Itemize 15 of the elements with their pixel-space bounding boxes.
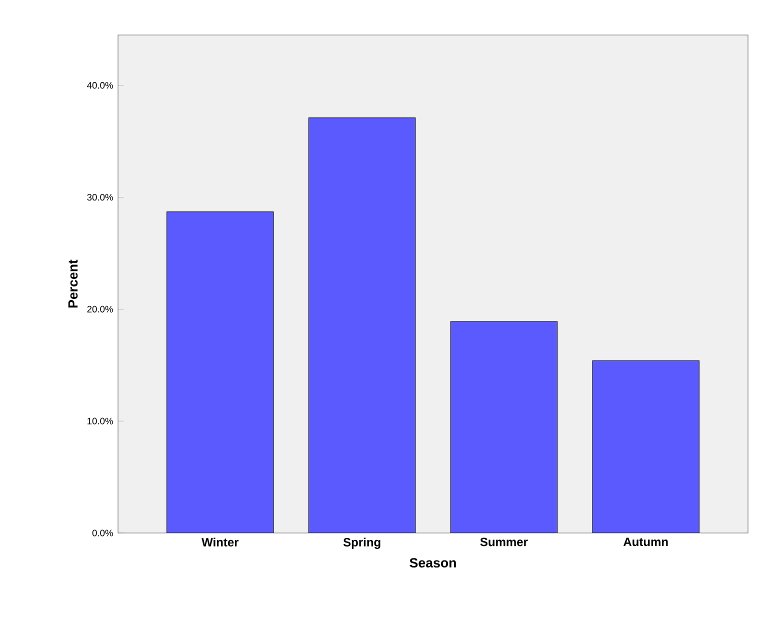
x-tick-label: Autumn: [623, 538, 668, 546]
bar: [592, 360, 700, 533]
y-tick-label: 10.0%: [88, 418, 113, 424]
bar: [450, 321, 558, 533]
bar: [166, 212, 274, 533]
x-tick-label: Spring: [343, 538, 380, 549]
bar: [308, 118, 416, 533]
x-axis-title: Season: [410, 558, 456, 568]
y-axis-title: Percent: [68, 260, 78, 308]
x-tick-label: Winter: [202, 538, 239, 547]
y-tick-label: 0.0%: [92, 530, 113, 536]
y-tick-label: 30.0%: [87, 194, 113, 201]
y-tick-label: 40.0%: [87, 82, 113, 89]
x-tick-label: Summer: [480, 538, 528, 546]
y-tick-label: 20.0%: [87, 306, 113, 312]
